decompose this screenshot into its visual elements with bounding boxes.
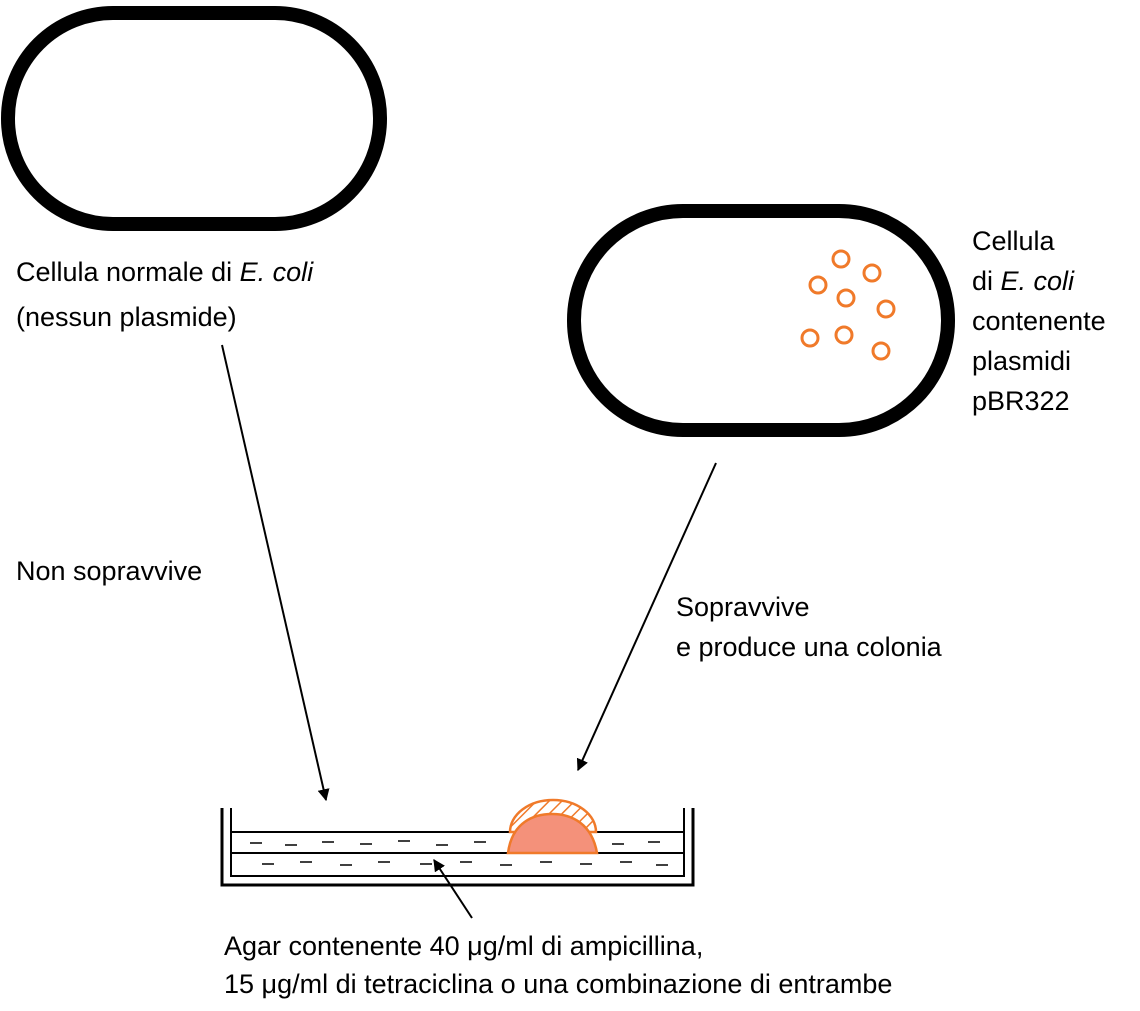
outcome-plasmid-label-line2: e produce una colonia	[676, 632, 943, 662]
plasmid-circle	[836, 288, 856, 308]
normal-cell-body	[1, 6, 387, 231]
plasmid-cell-body	[567, 204, 955, 437]
agar-pointer-arrow	[433, 858, 473, 919]
plasmid-circle	[834, 325, 854, 345]
plasmid-circle	[808, 275, 828, 295]
plasmid-group	[800, 249, 896, 361]
normal-cell-label: Cellula normale di E. coli	[16, 257, 314, 287]
arrow-plasmid-to-dish	[576, 462, 717, 772]
plasmid-cell-label-line3: contenente	[972, 306, 1106, 336]
plasmid-circle	[876, 299, 896, 319]
outcome-normal-label: Non sopravvive	[16, 556, 202, 586]
plasmid-cell-label-line2: di E. coli	[972, 266, 1075, 296]
normal-cell-sublabel: (nessun plasmide)	[16, 302, 237, 332]
agar-label-line2: 15 μg/ml di tetraciclina o una combinazi…	[224, 969, 892, 999]
dish-inner-wall	[230, 808, 685, 877]
plasmid-cell-label-line1: Cellula	[972, 226, 1056, 256]
plasmid-cell-label-line4: plasmidi	[972, 346, 1071, 376]
outcome-plasmid-label-line1: Sopravvive	[676, 592, 810, 622]
petri-dish	[220, 798, 695, 919]
agar-dashes	[250, 840, 668, 866]
plasmid-cell-label-line5: pBR322	[972, 386, 1070, 416]
plasmid-circle	[800, 328, 820, 348]
colony-body	[506, 812, 599, 855]
plasmid-circle	[831, 249, 851, 269]
agar-label-line1: Agar contenente 40 μg/ml di ampicillina,	[224, 931, 703, 961]
plasmid-circle	[871, 341, 891, 361]
arrow-normal-to-dish	[221, 344, 330, 802]
dish-outer-wall	[220, 808, 695, 887]
plasmid-circle	[862, 263, 882, 283]
